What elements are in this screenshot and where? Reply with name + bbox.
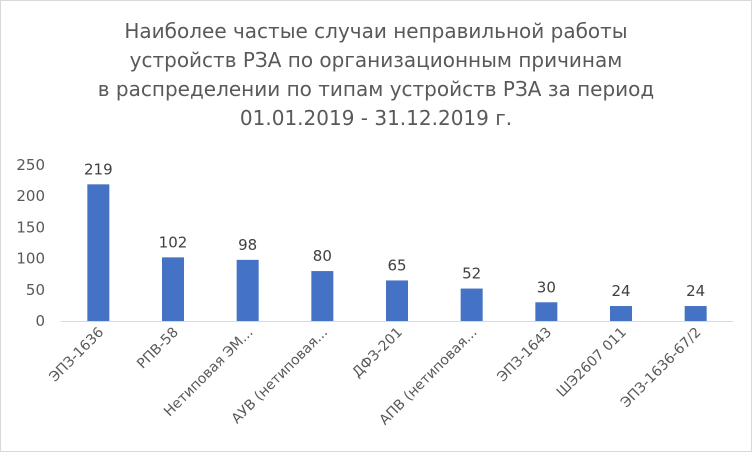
y-tick-label: 100 (16, 250, 45, 268)
category-label: ШЭ2607 011 (554, 325, 630, 401)
chart-title: Наиболее частые случаи неправильной рабо… (1, 17, 751, 133)
y-tick-label: 250 (16, 156, 45, 174)
data-label: 219 (84, 160, 113, 178)
category-label: ЭПЗ-1643 (494, 325, 555, 386)
bar-7 (535, 302, 558, 321)
y-tick-label: 50 (26, 281, 45, 299)
y-tick-label: 0 (35, 312, 45, 330)
data-label: 80 (313, 247, 332, 265)
chart-title-line-1: Наиболее частые случаи неправильной рабо… (124, 19, 628, 43)
data-label: 102 (159, 233, 188, 251)
data-label: 24 (611, 282, 630, 300)
bar-4 (311, 271, 334, 321)
chart-title-line-3: в распределении по типам устройств РЗА з… (97, 77, 655, 101)
bar-6 (460, 288, 483, 321)
category-label: РПВ-58 (134, 325, 182, 373)
chart-title-line-4: 01.01.2019 - 31.12.2019 г. (239, 106, 513, 130)
category-label: ДФЗ-201 (349, 325, 405, 381)
bar-8 (610, 306, 632, 321)
data-label: 24 (686, 282, 705, 300)
y-tick-label: 150 (16, 218, 45, 236)
category-label: ЭПЗ-1636-67/2 (618, 325, 705, 412)
bar-3 (236, 259, 259, 321)
bar-9 (684, 306, 707, 321)
bar-2 (162, 257, 184, 321)
category-label: ЭПЗ-1636 (46, 324, 107, 385)
chart-title-line-2: устройств РЗА по организационным причина… (129, 48, 623, 72)
data-label: 98 (238, 236, 257, 254)
data-label: 65 (387, 256, 406, 274)
data-label: 52 (462, 265, 481, 283)
bar-5 (386, 280, 408, 321)
data-label: 30 (537, 278, 556, 296)
bar-1 (87, 184, 110, 321)
y-tick-label: 200 (16, 187, 45, 205)
